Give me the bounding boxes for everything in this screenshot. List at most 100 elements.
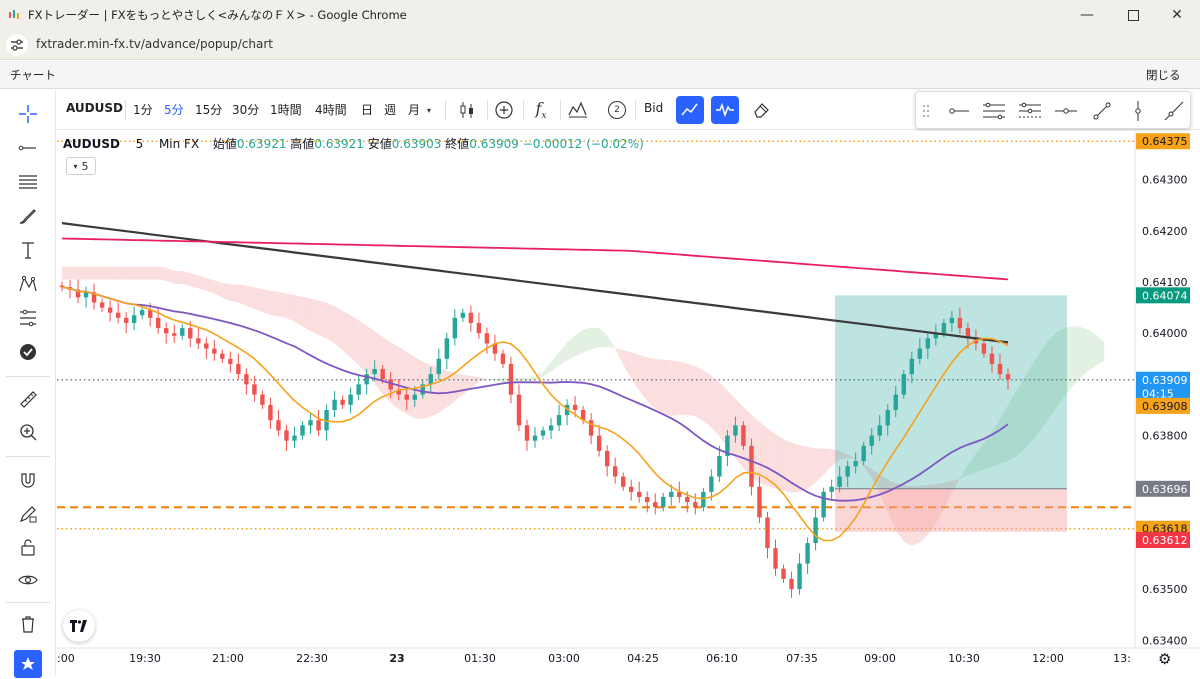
bid-ask-toggle[interactable]: Bid [644,101,664,115]
ichimoku-cloud-segment [807,446,816,489]
candle-type-icon[interactable] [453,96,481,124]
ruler-tool-icon[interactable] [14,385,42,413]
ichimoku-cloud-segment [663,359,672,416]
ichimoku-cloud-segment [823,448,832,475]
zoom-in-icon[interactable] [14,418,42,446]
drag-handle-icon[interactable] [916,96,936,126]
pulse-mode-icon[interactable] [711,96,739,124]
site-info-icon[interactable] [6,34,28,56]
ichimoku-cloud-segment [783,439,792,493]
fib-tool-icon[interactable] [14,168,42,196]
ichimoku-cloud-segment [478,377,487,382]
window-title: FXトレーダー | FXをもっとやさしく<みんなのＦＸ> - Google Ch… [28,8,407,22]
candle-body [556,415,562,426]
maximize-button[interactable] [1110,0,1156,30]
lock-icon[interactable] [14,533,42,561]
candle-body [372,369,377,375]
ichimoku-cloud-segment [607,335,616,349]
vertical-line-icon[interactable] [1123,96,1153,126]
settings-gear-icon[interactable]: ⚙ [1158,650,1171,668]
candle-body [949,317,955,323]
price-axis-label-box [1136,397,1190,414]
chevron-down-icon[interactable]: ▾ [427,106,432,115]
candle-body [364,374,369,385]
interval-15m[interactable]: 15分 [195,103,223,117]
compare-count-badge[interactable]: 2 [603,96,631,124]
candle-body [268,404,273,421]
price-axis-label: 0.63908 [1142,400,1188,413]
favorites-star-icon[interactable] [14,650,42,678]
candle-body [933,333,939,339]
chevron-down-icon: ▾ [73,161,78,171]
indicator-count: 5 [81,159,89,173]
trend-line-tool-icon[interactable] [14,134,42,162]
legend-symbol: AUDUSD [63,137,120,151]
ichimoku-cloud-segment [703,370,712,428]
pitchfork-lines-icon[interactable] [1015,96,1045,126]
parallel-channel-icon[interactable] [979,96,1009,126]
price-axis-label: 0.63909 [1142,374,1188,387]
interval-day[interactable]: 日 [361,103,374,117]
trend-line-mode-icon[interactable] [676,96,704,124]
url-text[interactable]: fxtrader.min-fx.tv/advance/popup/chart [36,37,274,51]
ichimoku-cloud-segment [935,482,944,524]
trend-line-icon[interactable] [1087,96,1117,126]
ichimoku-cloud-segment [182,271,191,287]
lock-drawing-pencil-icon[interactable] [14,500,42,528]
ichimoku-cloud-segment [454,373,463,402]
ichimoku-cloud-segment [70,266,79,280]
interval-1h[interactable]: 1時間 [270,103,302,117]
candle-body [620,476,626,487]
compare-add-icon[interactable] [490,96,518,124]
text-tool-icon[interactable] [14,236,42,264]
horizontal-line-icon[interactable] [1051,96,1081,126]
interval-month[interactable]: 月 [408,103,421,117]
pattern-tool-icon[interactable] [14,270,42,298]
x-tick-label: 03:00 [548,652,580,665]
ichimoku-cloud-segment [1048,332,1057,420]
ichimoku-cloud-segment [615,347,624,365]
toolbar-divider [523,100,524,120]
candle-body [228,358,233,364]
candle-body [893,394,898,410]
price-axis-label: 0.64375 [1142,135,1188,148]
candle-body [981,343,987,354]
ichimoku-cloud-segment [150,266,159,280]
candle-body [380,369,385,380]
prediction-tool-icon[interactable] [14,304,42,332]
symbol-search-button[interactable]: AUDUSD [66,101,123,115]
minimize-button[interactable]: — [1080,7,1094,23]
crosshair-tool-icon[interactable] [14,100,42,128]
trash-icon[interactable] [14,610,42,638]
candle-body [492,343,498,354]
price-chart[interactable]: 0.64300 0.64200 0.64100 0.64000 0.63800 0.635… [57,131,1200,675]
interval-week[interactable]: 週 [384,103,397,117]
y-tick-label: 0.64300 [1142,174,1188,187]
magnet-icon[interactable] [14,466,42,494]
eye-icon[interactable] [14,566,42,594]
indicators-fx-icon[interactable]: fx [535,98,547,122]
templates-icon[interactable] [564,96,592,124]
extended-ray-icon[interactable] [1159,96,1189,126]
check-tool-icon[interactable] [14,338,42,366]
ichimoku-cloud-segment [903,485,912,546]
ichimoku-cloud-segment [639,354,648,402]
chart-area[interactable]: 0.64300 0.64200 0.64100 0.64000 0.63800 0.635… [57,131,1200,675]
left-drawing-toolbar [0,90,56,678]
interval-5m[interactable]: 5分 [164,103,184,117]
candle-body [316,420,321,431]
interval-4h[interactable]: 4時間 [315,103,347,117]
brush-tool-icon[interactable] [14,202,42,230]
close-window-button[interactable]: ✕ [1171,7,1183,23]
interval-1m[interactable]: 1分 [133,103,153,117]
candle-body [139,310,145,316]
ichimoku-cloud-segment [535,371,544,381]
candle-body [957,317,963,329]
ichimoku-cloud-segment [190,273,199,289]
eraser-icon[interactable] [747,96,775,124]
interval-30m[interactable]: 30分 [232,103,260,117]
indicator-toggle[interactable]: ▾ 5 [66,157,96,175]
close-chart-button[interactable]: 閉じる [1146,68,1181,82]
toolbar-divider [560,100,561,120]
horizontal-ray-icon[interactable] [943,96,973,126]
